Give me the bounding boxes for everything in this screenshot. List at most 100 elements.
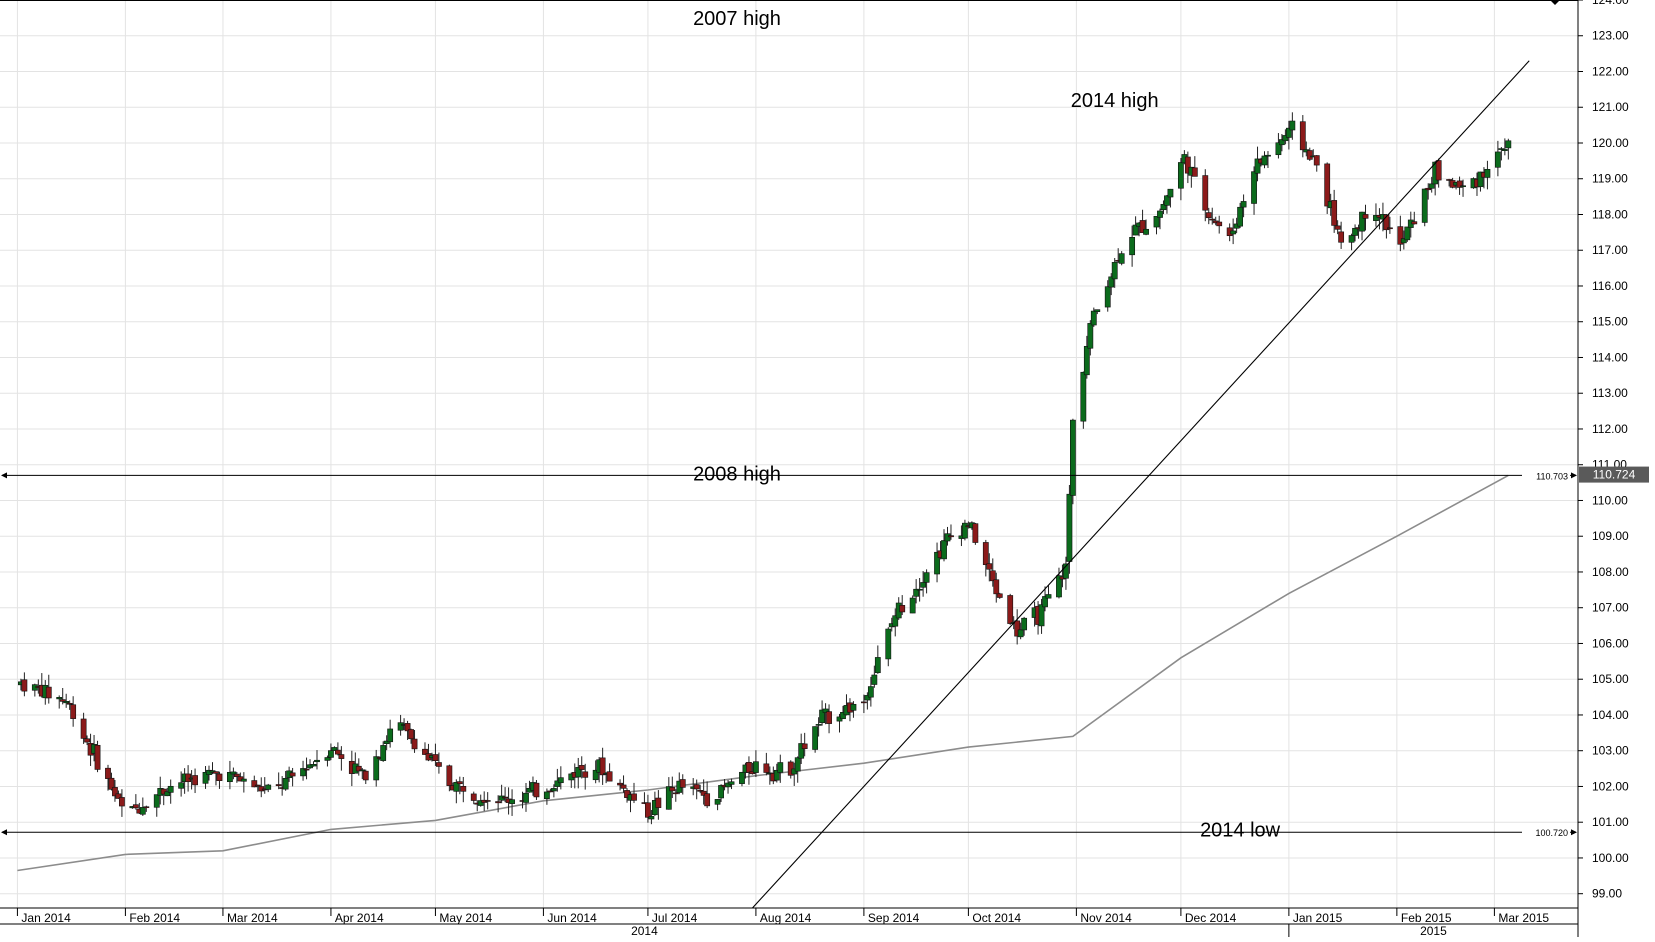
candle-body xyxy=(1505,140,1512,149)
candle-body xyxy=(1282,135,1289,142)
annotation-label: 2014 high xyxy=(1071,90,1159,112)
x-tick-label: Jan 2014 xyxy=(21,911,71,925)
line-left-arrow xyxy=(1,829,7,836)
candle-body xyxy=(1299,121,1306,151)
candle-body xyxy=(310,764,317,767)
candle-body xyxy=(592,769,599,781)
candle-body xyxy=(697,790,704,792)
candle-body xyxy=(1143,228,1149,235)
trendline xyxy=(752,60,1530,909)
annotations: 2007 high 2014 high 2008 high 2014 low xyxy=(693,8,1281,841)
candle-body xyxy=(728,781,735,785)
candle-body xyxy=(216,773,223,781)
candle-body xyxy=(1045,594,1052,599)
candle-body xyxy=(1230,230,1237,235)
candle-body xyxy=(819,709,825,724)
candle-body xyxy=(714,799,721,805)
candle-body xyxy=(944,533,951,542)
candle-body xyxy=(648,816,655,820)
y-tick-label: 121.00 xyxy=(1592,100,1629,114)
candle-body xyxy=(1411,221,1418,225)
current-price-tag-bg xyxy=(1579,466,1649,483)
candle-body xyxy=(826,711,832,724)
candle-body xyxy=(1338,231,1345,243)
horizontal-line-label: 110.703 xyxy=(1536,471,1568,481)
candle-body xyxy=(1090,310,1097,326)
candle-body xyxy=(1275,142,1282,156)
candle-body xyxy=(1446,179,1453,181)
candle-body xyxy=(1348,235,1355,243)
candle-body xyxy=(1209,218,1216,221)
candle-body xyxy=(240,778,247,782)
candle-body xyxy=(115,793,122,799)
candle-body xyxy=(1254,158,1261,174)
candle-body xyxy=(502,796,508,799)
candle-body xyxy=(1383,214,1390,231)
candle-body xyxy=(1313,155,1320,166)
candle-body xyxy=(798,743,805,759)
candle-body xyxy=(289,772,296,777)
candle-body xyxy=(920,582,927,588)
candle-body xyxy=(725,782,731,788)
line-left-arrow xyxy=(1,472,7,479)
candle-body xyxy=(1066,493,1073,562)
candle-body xyxy=(763,763,770,773)
candle-body xyxy=(355,765,362,772)
candle-body xyxy=(1397,226,1404,245)
candle-body xyxy=(746,762,752,773)
x-tick-label: Jun 2014 xyxy=(547,911,597,925)
candle-body xyxy=(777,762,784,773)
candle-body xyxy=(909,597,916,614)
candle-body xyxy=(655,797,662,808)
x-tick-label: Oct 2014 xyxy=(972,911,1021,925)
candle-body xyxy=(1331,200,1338,226)
candle-body xyxy=(338,754,345,759)
candle-body xyxy=(303,768,310,771)
x-tick-label: Jul 2014 xyxy=(652,911,698,925)
y-tick-label: 109.00 xyxy=(1592,529,1629,543)
candle-body xyxy=(108,777,115,790)
y-tick-label: 110.00 xyxy=(1592,493,1628,507)
candle-body xyxy=(70,704,77,719)
year-label: 2014 xyxy=(631,924,658,937)
candle-body xyxy=(982,542,989,566)
candle-body xyxy=(1104,286,1111,308)
candle-body xyxy=(1164,195,1170,206)
candle-body xyxy=(867,686,874,698)
candle-body xyxy=(718,785,724,799)
candle-body xyxy=(164,791,171,797)
candle-body xyxy=(1334,225,1341,230)
candle-body xyxy=(860,701,867,704)
y-tick-label: 122.00 xyxy=(1592,64,1629,78)
candle-body xyxy=(230,771,237,775)
candle-body xyxy=(408,729,414,740)
candle-body xyxy=(436,762,442,767)
x-tick-label: Feb 2015 xyxy=(1401,911,1452,925)
candle-body xyxy=(1014,620,1021,637)
candle-body xyxy=(1118,253,1125,264)
candle-body xyxy=(693,784,700,790)
candle-body xyxy=(359,769,366,772)
candle-body xyxy=(432,754,439,762)
candle-body xyxy=(617,782,623,786)
candle-body xyxy=(66,702,73,705)
candle-body xyxy=(80,718,87,739)
candle-body xyxy=(864,695,871,701)
candle-body xyxy=(1373,215,1379,221)
candle-body xyxy=(477,800,484,806)
candle-body xyxy=(1063,563,1069,579)
candle-body xyxy=(213,771,219,774)
candle-body xyxy=(362,770,369,781)
candle-body xyxy=(1279,139,1285,146)
candle-body xyxy=(606,771,613,782)
y-tick-label: 115.00 xyxy=(1592,315,1628,329)
current-price-tag: 110.724 xyxy=(1593,468,1636,482)
candle-body xyxy=(850,703,857,711)
x-tick-label: Dec 2014 xyxy=(1185,911,1237,925)
candle-body xyxy=(704,793,711,807)
x-tick-label: Jan 2015 xyxy=(1293,911,1343,925)
candle-body xyxy=(1038,604,1045,627)
candle-body xyxy=(1285,127,1292,138)
y-tick-label: 100.00 xyxy=(1592,851,1629,865)
candle-body xyxy=(996,593,1003,598)
